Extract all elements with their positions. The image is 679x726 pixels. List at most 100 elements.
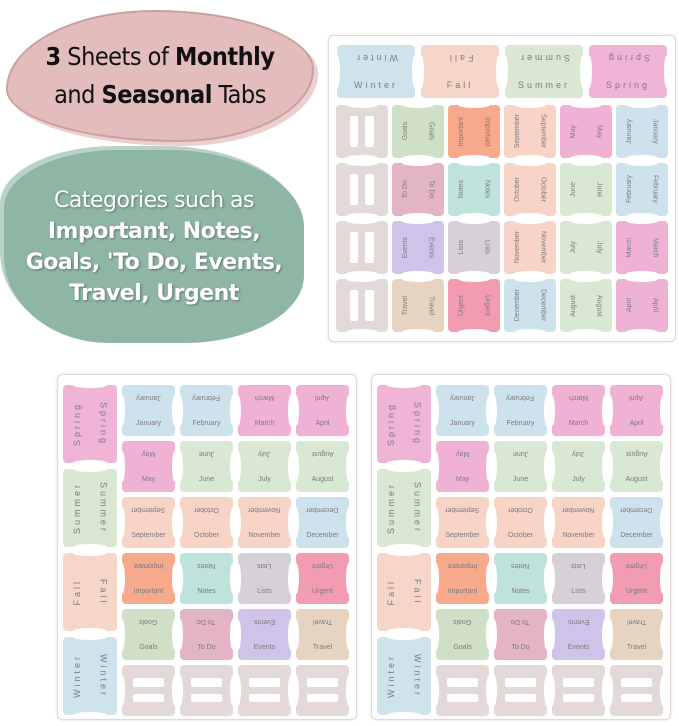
tab-notch [172, 450, 175, 483]
tab-notch [345, 155, 379, 158]
tab-label: Winter [98, 653, 109, 698]
tab-sticker-april: April April [610, 385, 663, 436]
tab-label: March [254, 419, 275, 427]
tab-notch [436, 394, 439, 427]
tab-notch [602, 394, 605, 427]
tab-sticker-august: August August [560, 279, 612, 332]
tab-sticker-december: December December [610, 497, 663, 548]
tab-sticker-goals: Goals Goals [436, 609, 489, 660]
tab-notch [589, 55, 592, 88]
blank-tab-sticker [336, 279, 388, 332]
tab-notch [238, 450, 241, 483]
tab-sticker-december: December December [296, 497, 349, 548]
tab-label: To Do [197, 618, 216, 626]
tab-slot [248, 693, 281, 703]
tab-notch [401, 271, 435, 274]
tab-label: December [620, 531, 653, 539]
tab-notch [296, 506, 299, 539]
tab-sticker-lists: Lists Lists [552, 553, 605, 604]
tab-sticker-fall: Fall Fall [377, 553, 431, 631]
tab-notch [569, 105, 603, 108]
tab-sticker-february: February February [494, 385, 547, 436]
tab-sheet-portrait-1: Spring Spring Summer Summer Fall Fall Winter Wi… [57, 374, 357, 720]
tab-label: Lists [457, 240, 465, 255]
tab-notch [401, 221, 435, 224]
tab-label: Goals [139, 618, 158, 626]
tab-label: August [625, 450, 648, 458]
tab-notch [664, 55, 667, 88]
tab-sticker-october: October October [504, 163, 556, 216]
tab-notch [230, 450, 233, 483]
tab-notch [238, 674, 241, 707]
headline-badge: 3 Sheets of Monthly and Seasonal Tabs [6, 10, 314, 142]
tab-label: February [192, 394, 221, 402]
tab-notch [610, 506, 613, 539]
tab-notch [172, 674, 175, 707]
tab-notch [412, 55, 415, 88]
tab-label: Important [133, 587, 164, 595]
tab-sticker-september: September September [504, 105, 556, 158]
tab-sticker-february: February February [180, 385, 233, 436]
tab-label: December [513, 289, 521, 322]
tab-label: Winter [353, 53, 398, 64]
tab-sticker-summer: Summer Summer [377, 469, 431, 547]
tab-notch [552, 506, 555, 539]
tab-notch [552, 450, 555, 483]
tab-label: December [306, 506, 339, 514]
tab-notch [457, 105, 491, 108]
tab-notch [296, 674, 299, 707]
tab-label: Winter [71, 653, 82, 698]
tab-notch [513, 105, 547, 108]
tab-sticker-august: August August [296, 441, 349, 492]
tab-sticker-important: Important Important [122, 553, 175, 604]
tab-label: Notes [197, 587, 216, 595]
tab-sticker-urgent: Urgent Urgent [448, 279, 500, 332]
tab-label: January [450, 394, 475, 402]
tab-notch [602, 450, 605, 483]
tab-notch [238, 562, 241, 595]
tab-notch [346, 618, 349, 651]
tab-sticker-spring: Spring Spring [377, 385, 431, 463]
tab-label: Goals [427, 122, 435, 141]
tab-notch [457, 213, 491, 216]
tab-sticker-july: July July [238, 441, 291, 492]
tab-notch [401, 213, 435, 216]
tab-label: December [539, 289, 547, 322]
tab-sticker-october: October October [180, 497, 233, 548]
tab-notch [569, 155, 603, 158]
tab-notch [457, 329, 491, 332]
tab-notch [122, 562, 125, 595]
tab-notch [569, 163, 603, 166]
tab-notch [387, 460, 421, 463]
tab-slot [349, 115, 359, 148]
tab-sticker-events: Events Events [552, 609, 605, 660]
tab-label: Urgent [483, 294, 491, 316]
tab-label: November [248, 531, 281, 539]
tab-label: May [595, 124, 603, 139]
tab-sticker-may: May May [122, 441, 175, 492]
tab-label: Travel [427, 295, 435, 316]
tab-notch [569, 213, 603, 216]
tab-sticker-to-do: To Do To Do [392, 163, 444, 216]
headline-bold: Seasonal [101, 80, 213, 109]
headline-number: 3 [45, 42, 61, 71]
tab-notch [486, 618, 489, 651]
tab-label: Urgent [625, 562, 647, 570]
tab-label: Travel [312, 618, 333, 626]
tab-notch [401, 279, 435, 282]
categories-line-4: Travel, Urgent [69, 280, 239, 306]
tab-label: April [651, 298, 659, 313]
tab-label: Urgent [311, 562, 333, 570]
tab-label: October [194, 506, 219, 514]
tab-notch [296, 562, 299, 595]
tab-label: Goals [139, 643, 158, 651]
tab-notch [401, 155, 435, 158]
tab-label: Winter [353, 79, 398, 90]
tab-label: To Do [401, 180, 409, 199]
tab-slot [504, 678, 537, 687]
tab-label: Summer [517, 53, 570, 64]
tab-label: Summer [412, 481, 423, 534]
tab-notch [544, 450, 547, 483]
tab-sticker-urgent: Urgent Urgent [610, 553, 663, 604]
tab-notch [122, 450, 125, 483]
